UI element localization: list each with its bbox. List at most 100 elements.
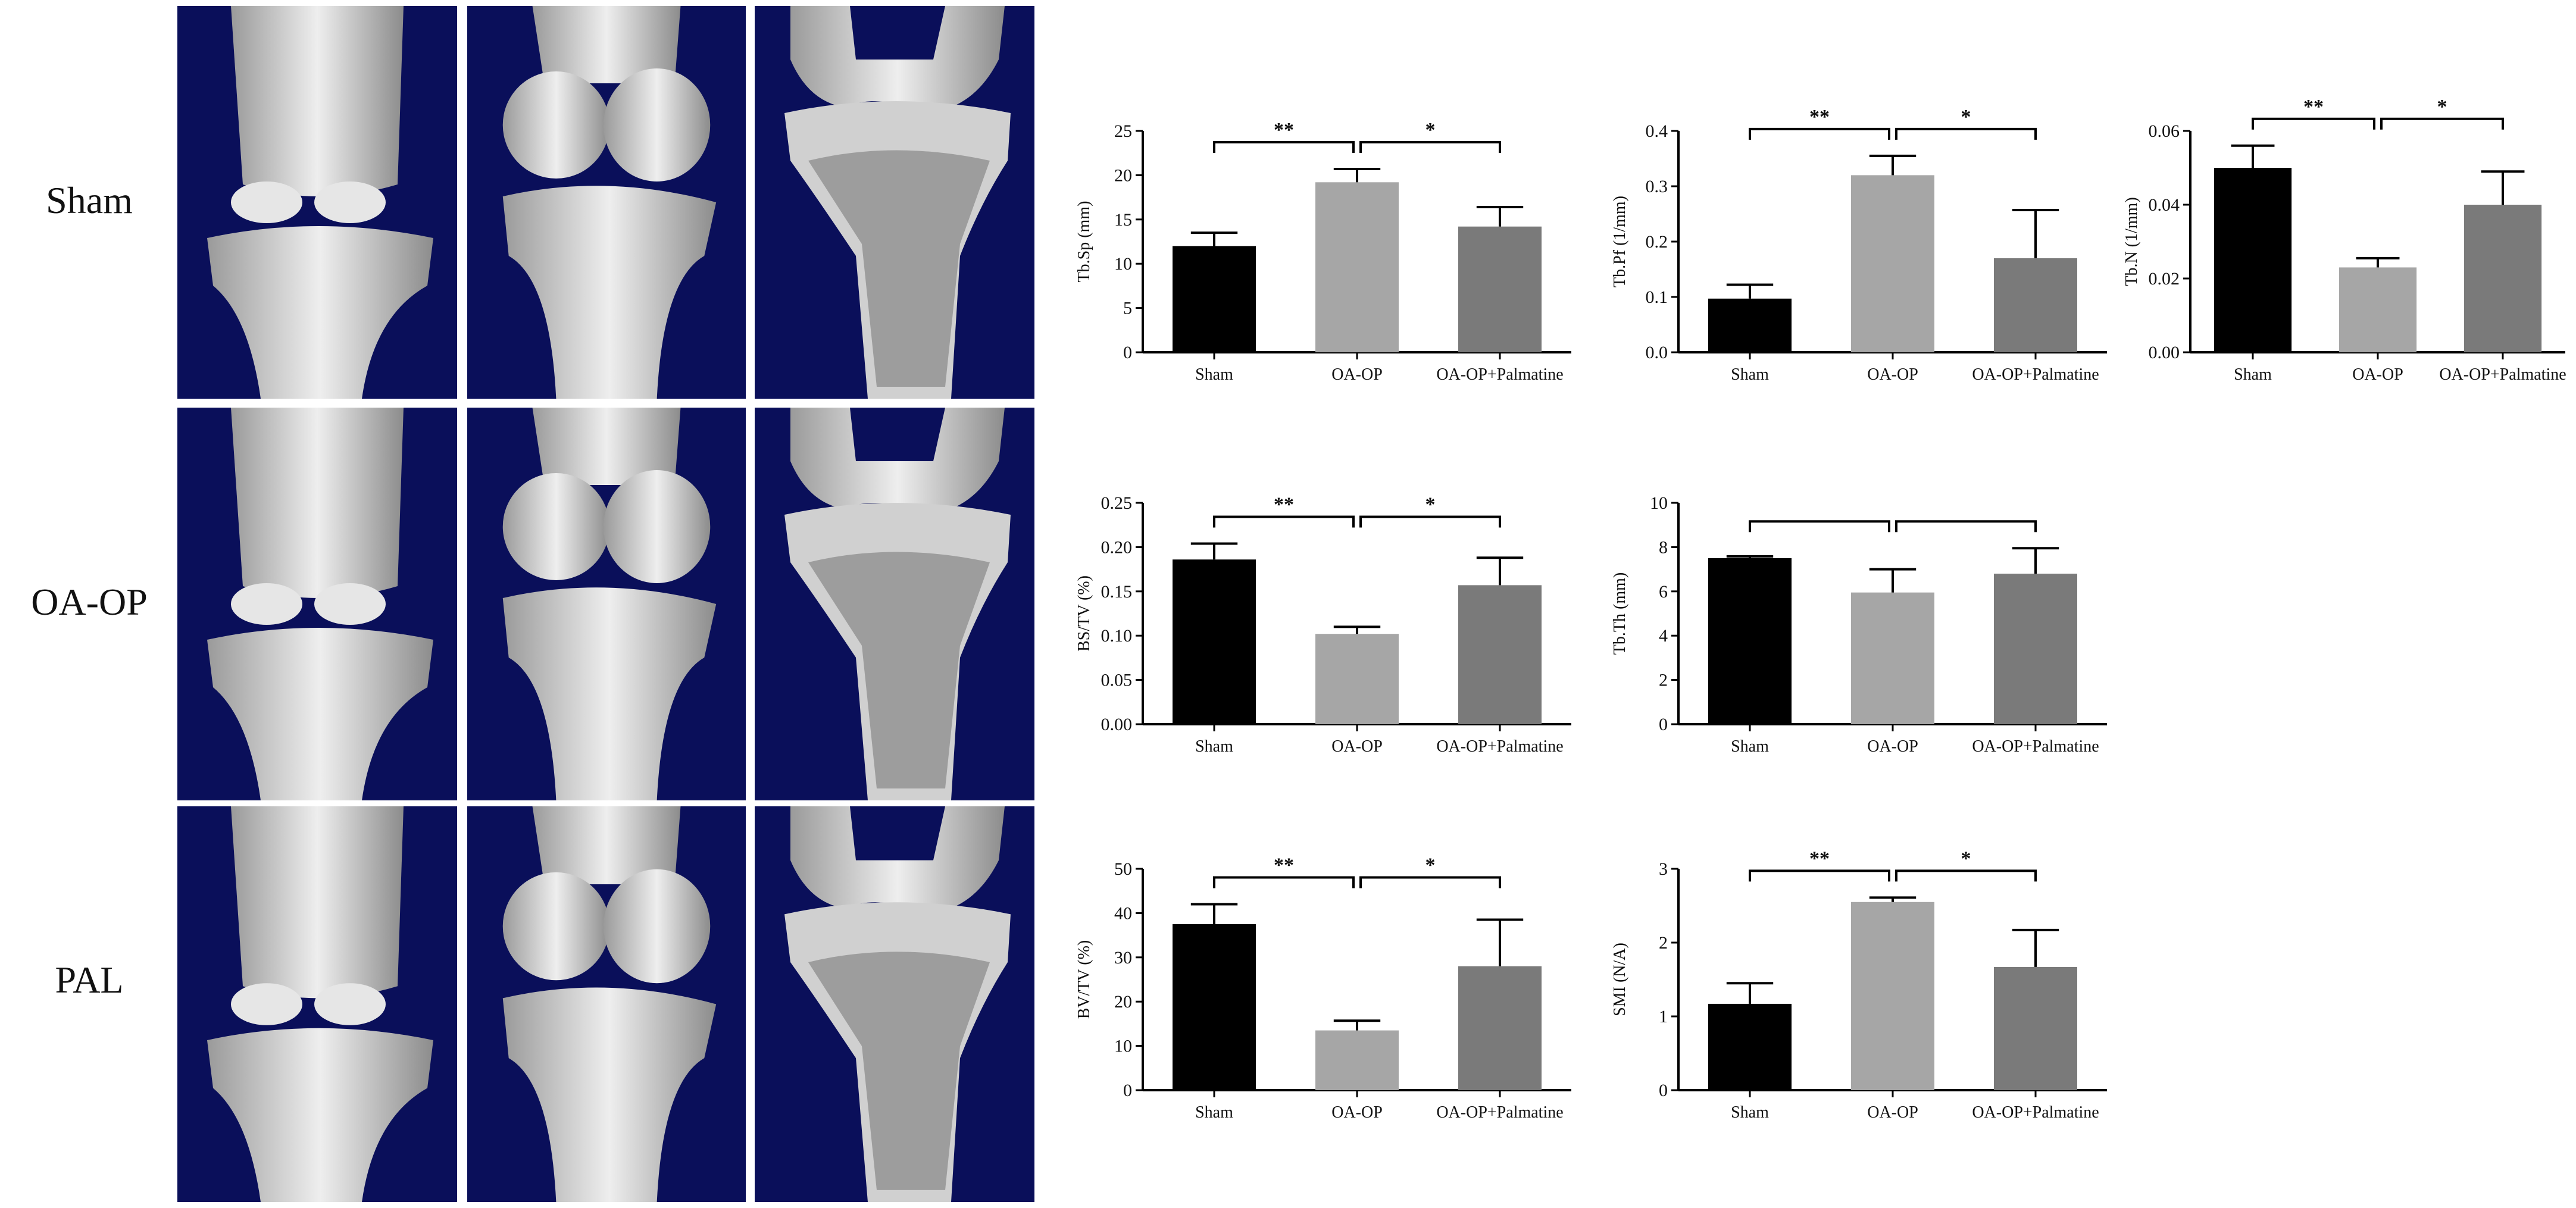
significance-bracket-1: [1749, 869, 1890, 882]
x-tick-label-oa-op: OA-OP: [1867, 365, 1918, 384]
bar-oa-op-palmatine: [1458, 966, 1542, 1090]
x-tick-label-oa-op-palmatine: OA-OP+Palmatine: [1972, 365, 2099, 384]
y-tick-label: 0: [1123, 343, 1132, 362]
chart-bs-tv: BS/TV (%) 0.00 0.05 0.10 0.15 0.20 0.25 Sham OA-…: [1071, 461, 1577, 774]
y-tick-label: 2: [1659, 671, 1668, 690]
y-tick-label: 20: [1114, 165, 1132, 185]
y-tick-label: 2: [1659, 933, 1668, 953]
y-tick-label: 0.05: [1101, 671, 1133, 690]
significance-bracket-2: [1359, 876, 1501, 888]
trabecular-region-shape: [808, 952, 990, 1190]
femur-shape: [231, 408, 404, 598]
oaop-tibia-section-image: [755, 408, 1034, 800]
y-tick-label: 0.10: [1101, 626, 1133, 646]
x-tick-label-oa-op: OA-OP: [1331, 1103, 1383, 1122]
condyle-right-shape: [604, 869, 711, 984]
significance-label-2: *: [1961, 106, 1971, 128]
y-tick-label: 0.00: [2149, 343, 2180, 362]
significance-label-1: **: [1809, 106, 1830, 128]
x-tick-label-sham: Sham: [1195, 1103, 1233, 1122]
bar-sham: [2214, 168, 2292, 352]
chart-tb-n: Tb.N (1/mm) 0.00 0.02 0.04 0.06 Sham OA-OP OA-O…: [2119, 89, 2571, 402]
y-tick-label: 30: [1114, 948, 1132, 968]
bar-sham: [1708, 1003, 1792, 1090]
y-tick-label: 1: [1659, 1007, 1668, 1027]
y-tick-label: 4: [1659, 626, 1668, 646]
y-axis-label: BV/TV (%): [1075, 940, 1093, 1019]
chart-tb-th: Tb.Th (mm) 0 2 4 6 8 10 Sham OA-OP OA-OP+Palmatin…: [1607, 437, 2113, 774]
significance-bracket-1: [1213, 140, 1355, 153]
x-tick-label-oa-op-palmatine: OA-OP+Palmatine: [2439, 365, 2566, 384]
bar-oa-op: [1851, 902, 1934, 1090]
femur-shape: [231, 6, 404, 196]
significance-bracket-1: [1749, 127, 1890, 140]
oaop-knee-front-image: [177, 408, 457, 800]
significance-bracket-1: [2252, 117, 2375, 130]
significance-bracket-1: [1213, 876, 1355, 888]
y-axis-label: BS/TV (%): [1075, 575, 1093, 652]
femur-section-shape: [790, 6, 1005, 107]
patella-right-shape: [314, 983, 386, 1025]
tibia-shape: [502, 587, 717, 800]
bar-sham: [1173, 246, 1256, 352]
trabecular-region-shape: [808, 552, 990, 788]
y-tick-label: 0.20: [1101, 537, 1133, 557]
x-tick-label-oa-op-palmatine: OA-OP+Palmatine: [1436, 365, 1563, 384]
y-tick-label: 6: [1659, 582, 1668, 602]
significance-label-1: **: [1274, 493, 1294, 515]
chart-bv-tv: BV/TV (%) 0 10 20 30 40 50 Sham OA-OP OA-OP+Palma…: [1071, 827, 1577, 1140]
patella-left-shape: [231, 983, 302, 1025]
femur-shape: [532, 806, 681, 884]
y-tick-label: 0.3: [1646, 177, 1668, 196]
x-tick-label-oa-op: OA-OP: [1331, 737, 1383, 756]
oaop-knee-side-image: [467, 408, 746, 800]
bar-oa-op: [1851, 592, 1934, 724]
bar-oa-op-palmatine: [1458, 226, 1542, 352]
chart-smi: SMI (N/A) 0 1 2 3 Sham OA-OP OA-OP+Palmatine ** *: [1607, 827, 2113, 1140]
bar-oa-op: [1851, 175, 1934, 352]
pal-knee-side-image: [467, 806, 746, 1202]
tibia-shape: [207, 1028, 433, 1202]
condyle-left-shape: [502, 872, 609, 981]
x-tick-label-sham: Sham: [1195, 365, 1233, 384]
y-tick-label: 0.02: [2149, 269, 2180, 289]
x-tick-label-sham: Sham: [1731, 1103, 1769, 1122]
sham-knee-side-image: [467, 6, 746, 399]
y-tick-label: 0.25: [1101, 493, 1133, 513]
femur-shape: [532, 408, 681, 485]
patella-left-shape: [231, 181, 302, 223]
significance-label-1: **: [1274, 855, 1294, 877]
significance-bracket-1: [1749, 520, 1890, 533]
femur-section-shape: [790, 806, 1005, 909]
x-tick-label-oa-op: OA-OP: [1331, 365, 1383, 384]
sham-tibia-section-image: [755, 6, 1034, 399]
x-tick-label-oa-op-palmatine: OA-OP+Palmatine: [1436, 737, 1563, 756]
bar-oa-op: [1315, 634, 1399, 724]
significance-bracket-2: [1895, 869, 2037, 882]
y-tick-label: 0.2: [1646, 232, 1668, 252]
tibia-shape: [207, 628, 433, 800]
y-tick-label: 3: [1659, 859, 1668, 879]
significance-label-2: *: [2437, 96, 2447, 118]
bar-sham: [1173, 559, 1256, 724]
bar-sham: [1173, 924, 1256, 1090]
y-tick-label: 25: [1114, 121, 1132, 141]
x-tick-label-oa-op-palmatine: OA-OP+Palmatine: [1436, 1103, 1563, 1122]
significance-label-2: *: [1961, 847, 1971, 869]
y-tick-label: 40: [1114, 903, 1132, 923]
condyle-left-shape: [502, 473, 609, 580]
significance-label-2: *: [1425, 493, 1436, 515]
y-tick-label: 0.1: [1646, 287, 1668, 307]
y-tick-label: 10: [1114, 254, 1132, 274]
bar-oa-op-palmatine: [1458, 585, 1542, 724]
y-tick-label: 20: [1114, 992, 1132, 1012]
y-axis-label: SMI (N/A): [1611, 943, 1629, 1016]
bar-sham: [1708, 558, 1792, 724]
tibia-shape: [502, 987, 717, 1202]
y-tick-label: 15: [1114, 210, 1132, 230]
y-tick-label: 0: [1659, 715, 1668, 734]
bar-sham: [1708, 298, 1792, 352]
significance-bracket-2: [2380, 117, 2504, 130]
femur-shape: [532, 6, 681, 83]
bar-oa-op: [2339, 267, 2417, 352]
